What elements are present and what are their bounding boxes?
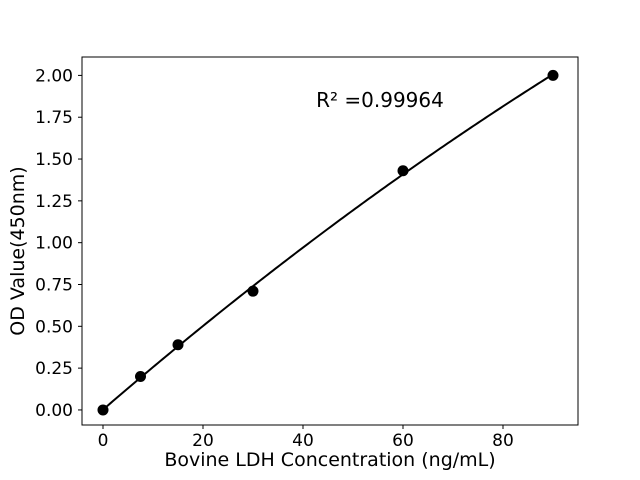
data-point xyxy=(247,285,259,297)
y-axis-label: OD Value(450nm) xyxy=(7,166,29,335)
x-axis-label: Bovine LDH Concentration (ng/mL) xyxy=(164,449,495,471)
y-tick-label: 1.75 xyxy=(35,108,73,128)
data-point xyxy=(547,69,559,81)
y-tick-label: 1.50 xyxy=(35,150,73,170)
x-tick-label: 20 xyxy=(192,431,214,451)
x-tick-label: 60 xyxy=(392,431,414,451)
x-tick-label: 40 xyxy=(292,431,314,451)
y-tick-label: 2.00 xyxy=(35,66,73,86)
x-tick-label: 0 xyxy=(98,431,109,451)
data-point xyxy=(135,370,146,382)
x-tick-label: 80 xyxy=(492,431,514,451)
plot-frame xyxy=(81,56,579,426)
y-tick-label: 0.75 xyxy=(35,275,73,295)
data-point xyxy=(97,404,109,416)
y-tick-label: 1.25 xyxy=(35,192,73,212)
y-tick-label: 0.50 xyxy=(35,317,73,337)
r-squared-annotation: R² =0.99964 xyxy=(316,88,444,112)
data-point xyxy=(397,165,409,177)
data-point xyxy=(172,339,184,351)
y-tick-label: 1.00 xyxy=(35,234,73,254)
y-tick-label: 0.00 xyxy=(35,401,73,421)
y-tick-label: 0.25 xyxy=(35,359,73,379)
